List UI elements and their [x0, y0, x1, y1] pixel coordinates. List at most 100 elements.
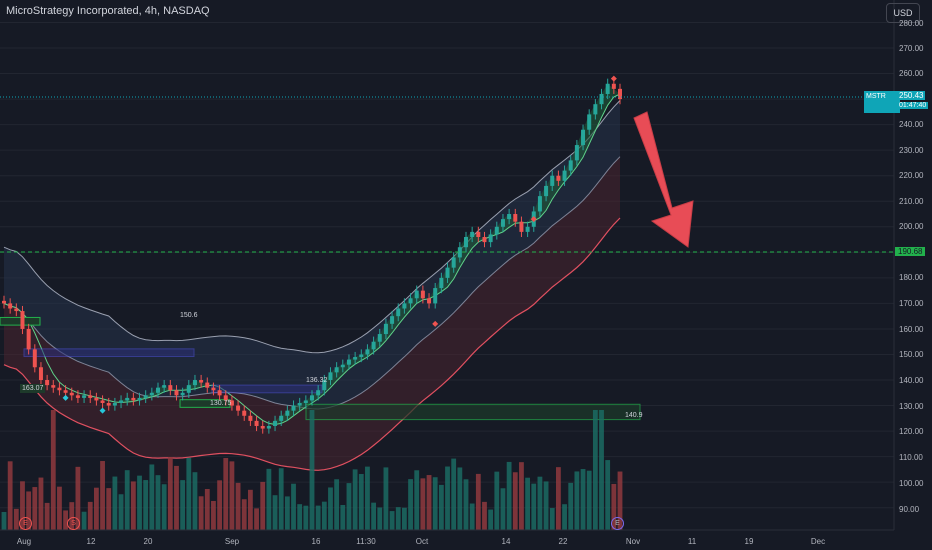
volume-bar: [272, 495, 278, 530]
volume-bar: [543, 481, 549, 530]
volume-bar: [531, 483, 537, 530]
volume-bar: [438, 484, 444, 530]
price-tick: 100.00: [899, 479, 924, 488]
candle-body: [106, 403, 111, 406]
volume-bar: [32, 487, 38, 530]
volume-bar: [13, 508, 19, 530]
candle-body: [156, 387, 160, 393]
candle-body: [14, 308, 19, 312]
price-tick: 120.00: [899, 427, 924, 436]
volume-bar: [241, 499, 247, 530]
volume-bar: [149, 464, 155, 530]
volume-bar: [174, 465, 179, 530]
volume-bar: [568, 482, 574, 530]
volume-bar: [500, 488, 506, 530]
volume-bar: [383, 467, 389, 530]
candle-body: [303, 400, 308, 404]
candle-body: [94, 397, 99, 401]
signal-diamond-icon: [530, 216, 537, 223]
candle-body: [488, 234, 493, 243]
candle-body: [390, 316, 395, 324]
volume-bar: [321, 501, 327, 530]
candle-body: [285, 410, 290, 416]
candle-body: [427, 298, 432, 304]
candle-body: [433, 288, 438, 304]
candle-body: [38, 367, 43, 381]
volume-bar: [617, 471, 623, 530]
zone-label: 130.75: [210, 400, 232, 407]
volume-bar: [463, 479, 469, 530]
volume-bar: [377, 507, 383, 530]
candle-body: [88, 395, 93, 398]
price-tick: 260.00: [899, 69, 924, 78]
candle-body: [26, 328, 31, 350]
price-tick: 170.00: [899, 299, 924, 308]
candle-body: [420, 290, 425, 299]
upper-band-line: [3, 100, 621, 354]
down-arrow-icon: [633, 111, 694, 248]
price-tick: 140.00: [899, 376, 924, 385]
time-tick: 19: [744, 537, 754, 546]
candle-body: [414, 290, 419, 299]
candle-body: [494, 226, 499, 235]
earnings-event-icon[interactable]: E: [19, 517, 32, 530]
volume-bar: [254, 508, 259, 530]
volume-bar: [130, 481, 136, 530]
candle-body: [537, 196, 542, 212]
candle-body: [618, 88, 622, 100]
time-tick: Aug: [16, 537, 32, 546]
price-tick: 180.00: [899, 273, 924, 282]
candle-body: [75, 395, 80, 398]
candle-body: [383, 323, 388, 335]
volume-bar: [315, 505, 321, 530]
candle-body: [69, 392, 74, 396]
volume-bar: [574, 471, 580, 530]
candle-body: [482, 236, 487, 243]
candle-body: [346, 359, 351, 365]
zone-label: 163.07: [20, 384, 46, 393]
split-event-icon[interactable]: S: [67, 517, 80, 530]
candle-body: [125, 397, 130, 401]
volume-bar: [198, 496, 204, 530]
volume-bar: [506, 461, 512, 530]
candle-body: [408, 298, 413, 304]
earnings-event-icon[interactable]: E: [611, 517, 624, 530]
volume-bar: [303, 505, 309, 530]
volume-bar: [223, 458, 229, 530]
candle-body: [574, 145, 579, 161]
candle-body: [353, 357, 358, 360]
candle-body: [205, 382, 210, 388]
candle-body: [593, 104, 598, 115]
time-tick: Sep: [224, 537, 240, 546]
volume-bar: [556, 467, 561, 530]
volume-bar: [352, 469, 358, 530]
upper-band-fill: [4, 100, 620, 409]
zone-label: 150.6: [180, 312, 198, 319]
volume-bar: [1, 512, 7, 530]
candle-body: [137, 397, 142, 401]
candle-body: [439, 277, 444, 289]
volume-bar: [340, 505, 346, 530]
candle-body: [51, 385, 56, 388]
volume-bar: [469, 503, 475, 530]
candle-body: [266, 425, 271, 429]
volume-bar: [118, 494, 124, 530]
price-tick: 220.00: [899, 171, 924, 180]
candle-body: [248, 415, 253, 421]
support-resistance-zones: [0, 316, 641, 421]
volume-bar: [69, 502, 75, 530]
candle-body: [143, 395, 148, 398]
volume-bar: [586, 470, 592, 530]
candle-body: [562, 170, 567, 181]
candle-body: [445, 267, 450, 278]
volume-bar: [494, 471, 500, 530]
candle-body: [100, 400, 105, 404]
currency-selector[interactable]: USD: [886, 3, 920, 23]
volume-bar: [537, 476, 543, 530]
candle-body: [162, 385, 167, 388]
volume-bar: [266, 468, 272, 530]
volume-bar: [235, 482, 241, 530]
volume-bar: [7, 461, 13, 530]
price-tick: 270.00: [899, 44, 924, 53]
